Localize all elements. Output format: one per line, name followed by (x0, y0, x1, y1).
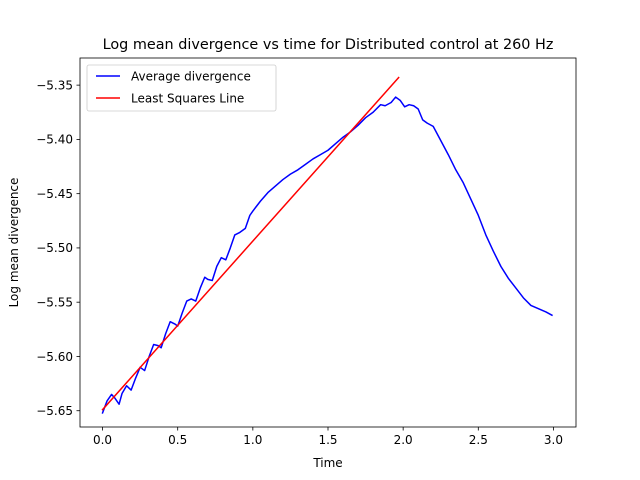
legend-box (86, 64, 277, 112)
x-tick-label: 1.0 (243, 433, 262, 447)
y-axis-title: Log mean divergence (7, 178, 21, 308)
y-axis: −5.65 −5.60 −5.55 −5.50 −5.45 −5.40 −5.35 (36, 78, 80, 418)
x-tick-label: 3.0 (544, 433, 563, 447)
x-tick-label: 1.5 (318, 433, 337, 447)
legend-label-1: Least Squares Line (131, 91, 244, 105)
y-tick-label: −5.45 (36, 187, 73, 201)
x-tick-label: 2.0 (394, 433, 413, 447)
x-tick-label: 0.5 (168, 433, 187, 447)
chart-title: Log mean divergence vs time for Distribu… (103, 37, 554, 53)
y-tick-label: −5.50 (36, 241, 73, 255)
plot-area (80, 58, 576, 427)
y-tick-label: −5.65 (36, 404, 73, 418)
y-tick-label: −5.40 (36, 133, 73, 147)
x-tick-label: 2.5 (469, 433, 488, 447)
x-axis-title: Time (312, 456, 342, 470)
legend-label-0: Average divergence (131, 69, 251, 83)
x-tick-label: 0.0 (93, 433, 112, 447)
series-line-1 (101, 76, 400, 411)
y-tick-label: −5.60 (36, 350, 73, 364)
y-tick-label: −5.55 (36, 295, 73, 309)
series-layer (101, 76, 553, 414)
x-axis: 0.0 0.5 1.0 1.5 2.0 2.5 3.0 (93, 427, 563, 447)
y-tick-label: −5.35 (36, 78, 73, 92)
legend: Average divergence Least Squares Line (86, 64, 277, 112)
